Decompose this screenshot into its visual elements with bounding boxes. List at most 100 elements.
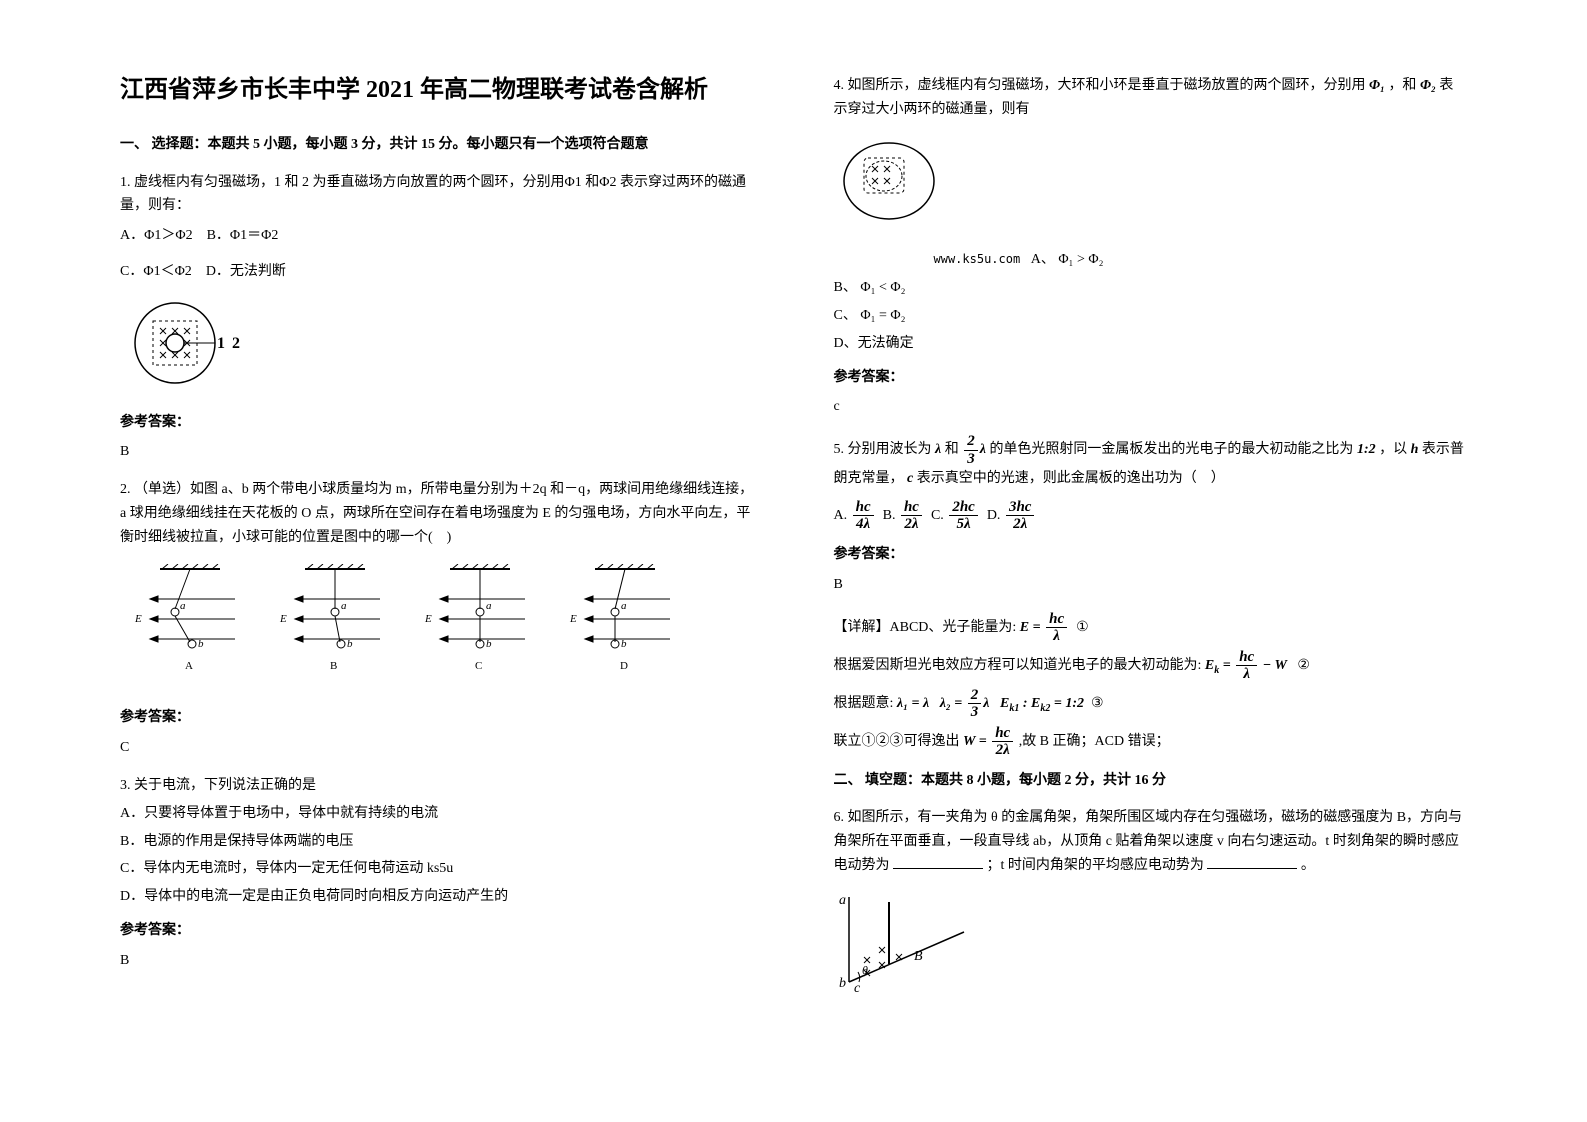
q5-explain-line4: 联立①②③可得逸出 W = hc2λ ,故 B 正确；ACD 错误； bbox=[834, 725, 1468, 759]
q5-eq2-W: W bbox=[1274, 658, 1286, 673]
q2-stem: 2. （单选）如图 a、b 两个带电小球质量均为 m，所带电量分别为＋2q 和－… bbox=[120, 478, 754, 549]
q2-svg: a b E A bbox=[120, 564, 680, 684]
q5-eq3c-E1: E bbox=[1000, 696, 1009, 711]
q5-optB-frac: hc2λ bbox=[901, 499, 922, 533]
q5-eq4-lhs: W = bbox=[963, 734, 990, 749]
q1-stem: 1. 虚线框内有匀强磁场，1 和 2 为垂直磁场方向放置的两个圆环，分别用Φ1 … bbox=[120, 171, 754, 219]
q5-optA-pre: A. bbox=[834, 508, 848, 523]
q5-c: c bbox=[907, 471, 913, 486]
q2-figure: a b E A bbox=[120, 564, 754, 693]
q5-frac-den: 3 bbox=[964, 451, 978, 468]
q5-eq2-eq: = bbox=[1223, 658, 1234, 673]
q5-optD-frac: 3hc2λ bbox=[1006, 499, 1035, 533]
svg-text:a: a bbox=[486, 600, 492, 612]
q4-figure bbox=[834, 136, 1468, 235]
q5-frac-after: λ bbox=[980, 442, 986, 457]
q5-explain-line1: 【详解】ABCD、光子能量为: E = hcλ ① bbox=[834, 611, 1468, 645]
q3-opt-b: B．电源的作用是保持导体两端的电压 bbox=[120, 830, 754, 854]
q5-optB-pre: B. bbox=[883, 508, 896, 523]
q6-stem: 6. 如图所示，有一夹角为 θ 的金属角架，角架所围区域内存在匀强磁场，磁场的磁… bbox=[834, 806, 1468, 877]
q5-eq1-frac: hcλ bbox=[1046, 611, 1067, 645]
q1-options-row2: C．Φ1＜Φ2 D．无法判断 bbox=[120, 260, 754, 284]
q4-stem: 4. 如图所示，虚线框内有匀强磁场，大环和小环是垂直于磁场放置的两个圆环，分别用… bbox=[834, 74, 1468, 122]
q5-ratio: 1:2 bbox=[1357, 442, 1376, 457]
q5-optA-frac: hc4λ bbox=[853, 499, 874, 533]
q5-stem: 5. 分别用波长为 λ 和 2 3 λ 的单色光照射同一金属板发出的光电子的最大… bbox=[834, 433, 1468, 491]
q4-svg bbox=[834, 136, 954, 226]
svg-text:E: E bbox=[279, 613, 287, 625]
q1-label-1: 1 bbox=[217, 335, 225, 352]
q4-url: www.ks5u.com bbox=[934, 252, 1021, 266]
q6-blank2 bbox=[1207, 854, 1297, 869]
q5-eq3b-lhs: λ₂ = bbox=[940, 696, 966, 711]
q5-p3: ，以 bbox=[1379, 442, 1407, 457]
q4-answer: c bbox=[834, 395, 1468, 419]
q5-h: h bbox=[1411, 442, 1419, 457]
q5-line3-pre: 根据题意: bbox=[834, 696, 894, 711]
q3-answer: B bbox=[120, 949, 754, 973]
q4-opt-d: D、无法确定 bbox=[834, 332, 1468, 356]
q4-opt-b-math: Φ₁ < Φ₂ bbox=[860, 280, 905, 295]
svg-text:a: a bbox=[621, 600, 627, 612]
svg-text:b: b bbox=[621, 638, 627, 650]
q6-figure: a b c θ B bbox=[834, 892, 1468, 1001]
q5-lambda: λ bbox=[935, 442, 941, 457]
q5-explain-line2: 根据爱因斯坦光电效应方程可以知道光电子的最大初动能为: Ek = hcλ − W… bbox=[834, 649, 1468, 683]
q4-stem-before: 4. 如图所示，虚线框内有匀强磁场，大环和小环是垂直于磁场放置的两个圆环，分别用 bbox=[834, 78, 1366, 93]
q4-opt-b-pre: B、 bbox=[834, 280, 857, 295]
q4-answer-label: 参考答案： bbox=[834, 366, 1468, 390]
q5-circ3: ③ bbox=[1091, 696, 1104, 711]
q5-line4-pre: 联立①②③可得逸出 bbox=[834, 734, 960, 749]
svg-text:E: E bbox=[424, 613, 432, 625]
q6-p2: ；t 时间内角架的平均感应电动势为 bbox=[987, 858, 1204, 873]
svg-text:b: b bbox=[486, 638, 492, 650]
q6-blank1 bbox=[893, 854, 983, 869]
q5-eq2-frac: hcλ bbox=[1236, 649, 1257, 683]
q5-and: 和 bbox=[945, 442, 963, 457]
q5-optC-pre: C. bbox=[931, 508, 944, 523]
q1-answer: B bbox=[120, 440, 754, 464]
q4-opt-c-math: Φ₁ = Φ₂ bbox=[860, 308, 905, 323]
q6-label-b: b bbox=[839, 976, 846, 991]
q5-p5: 表示真空中的光速，则此金属板的逸出功为（ ） bbox=[917, 471, 1225, 486]
q5-frac-23: 2 3 bbox=[964, 433, 978, 467]
q3-opt-c: C．导体内无电流时，导体内一定无任何电荷运动 ks5u bbox=[120, 857, 754, 881]
svg-text:a: a bbox=[180, 600, 186, 612]
q5-optC-frac: 2hc5λ bbox=[949, 499, 978, 533]
svg-text:E: E bbox=[134, 613, 142, 625]
q5-line4-after: ,故 B 正确；ACD 错误； bbox=[1019, 734, 1170, 749]
q4-and: ，和 bbox=[1388, 78, 1416, 93]
q6-label-B: B bbox=[914, 949, 923, 964]
q5-eq2-minus: − bbox=[1263, 658, 1275, 673]
q5-circ1: ① bbox=[1076, 620, 1089, 635]
q4-opt-a-math: Φ₁ > Φ₂ bbox=[1058, 252, 1103, 267]
q4-opt-c-row: C、 Φ₁ = Φ₂ bbox=[834, 304, 1468, 328]
document-title: 江西省萍乡市长丰中学 2021 年高二物理联考试卷含解析 bbox=[120, 70, 754, 111]
svg-text:B: B bbox=[330, 660, 337, 672]
q5-eq1-lhs: E = bbox=[1020, 620, 1041, 635]
q2-answer: C bbox=[120, 736, 754, 760]
q3-opt-a: A．只要将导体置于电场中，导体中就有持续的电流 bbox=[120, 802, 754, 826]
q1-figure: 1 2 bbox=[120, 298, 754, 397]
q1-label-2: 2 bbox=[232, 335, 240, 352]
q5-eq4-frac: hc2λ bbox=[992, 725, 1013, 759]
q1-opt-b: B．Φ1＝Φ2 bbox=[207, 228, 279, 243]
q4-url-row: www.ks5u.com A、 Φ₁ > Φ₂ bbox=[934, 248, 1468, 272]
q5-optD-pre: D. bbox=[987, 508, 1001, 523]
q4-opt-c-pre: C、 bbox=[834, 308, 857, 323]
right-column: 4. 如图所示，虚线框内有匀强磁场，大环和小环是垂直于磁场放置的两个圆环，分别用… bbox=[794, 70, 1488, 1092]
q5-explain-pre: 【详解】ABCD、光子能量为: bbox=[834, 620, 1017, 635]
q2-answer-label: 参考答案： bbox=[120, 706, 754, 730]
q5-explain-line3: 根据题意: λ₁ = λ λ₂ = 23λ Ek1 : Ek2 = 1:2 ③ bbox=[834, 687, 1468, 721]
q5-options: A. hc4λ B. hc2λ C. 2hc5λ D. 3hc2λ bbox=[834, 499, 1468, 533]
q5-p1: 5. 分别用波长为 bbox=[834, 442, 932, 457]
q6-label-a: a bbox=[839, 893, 846, 908]
q4-opt-b-row: B、 Φ₁ < Φ₂ bbox=[834, 276, 1468, 300]
q5-eq3b-frac: 23 bbox=[968, 687, 982, 721]
q1-svg: 1 2 bbox=[120, 298, 250, 388]
left-column: 江西省萍乡市长丰中学 2021 年高二物理联考试卷含解析 一、 选择题：本题共 … bbox=[100, 70, 794, 1092]
section2-heading: 二、 填空题：本题共 8 小题，每小题 2 分，共计 16 分 bbox=[834, 769, 1468, 793]
q4-phi1: Φ₁ bbox=[1369, 78, 1385, 93]
q5-eq2-sub: k bbox=[1214, 665, 1219, 676]
svg-text:A: A bbox=[185, 660, 193, 672]
